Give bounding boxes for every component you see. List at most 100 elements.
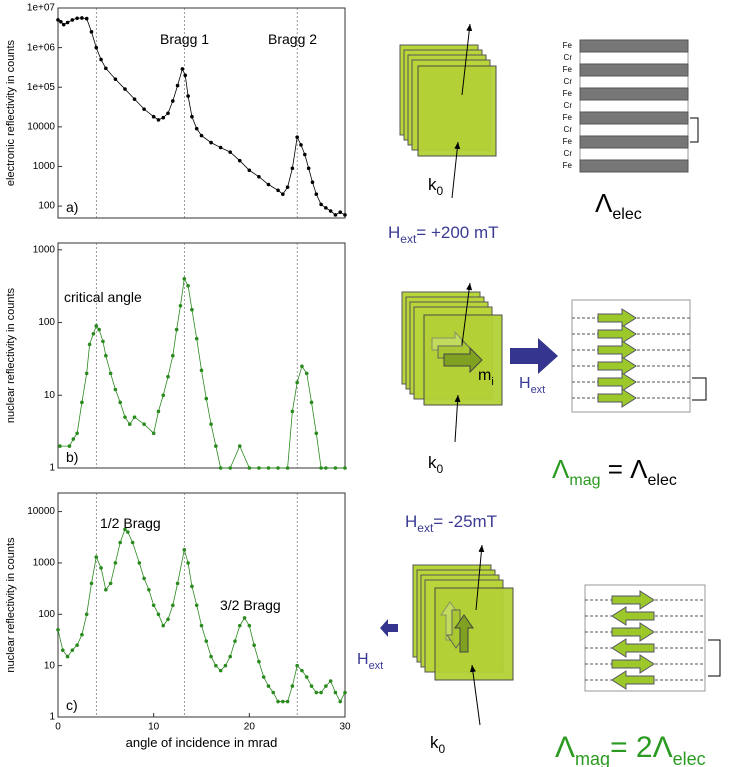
- sample-stack-3: [380, 544, 514, 726]
- data-point: [257, 466, 261, 470]
- annotation: 1/2 Bragg: [100, 515, 161, 531]
- data-point: [209, 422, 213, 427]
- y-tick-label: 100: [38, 609, 55, 620]
- data-point: [228, 654, 232, 659]
- data-point: [333, 466, 338, 470]
- y-tick-label: 10: [44, 390, 56, 401]
- data-point: [194, 336, 199, 341]
- data-point: [94, 45, 99, 50]
- data-point: [183, 73, 188, 78]
- data-point: [266, 466, 271, 470]
- data-point: [70, 648, 75, 652]
- data-point: [304, 675, 309, 679]
- magnetic-layers-2: [584, 584, 721, 692]
- data-point: [80, 16, 84, 20]
- data-point: [304, 371, 309, 376]
- plot-frame: [57, 492, 346, 718]
- data-point: [295, 663, 299, 668]
- layer-label: Cr: [564, 101, 573, 110]
- data-point: [104, 353, 108, 358]
- data-point: [156, 118, 161, 122]
- data-point: [309, 400, 314, 405]
- data-point: [175, 83, 180, 88]
- data-point: [199, 623, 204, 628]
- data-point: [151, 431, 156, 436]
- y-tick-label: 10000: [27, 506, 55, 517]
- fe-layer: [579, 111, 689, 125]
- data-point: [314, 690, 319, 695]
- data-point: [338, 699, 343, 704]
- data-point: [118, 400, 122, 405]
- data-point: [214, 663, 218, 668]
- y-tick-label: 100: [38, 317, 55, 328]
- data-point: [281, 192, 285, 196]
- data-point: [194, 603, 199, 608]
- x-tick-label: 30: [339, 722, 351, 733]
- data-point: [343, 213, 347, 217]
- data-point: [132, 415, 137, 419]
- x-tick-label: 0: [55, 722, 61, 733]
- data-point: [161, 393, 166, 398]
- data-point: [171, 99, 175, 103]
- data-point: [228, 466, 232, 470]
- data-point: [161, 115, 166, 120]
- data-point: [266, 182, 271, 187]
- annotation: critical angle: [64, 289, 142, 305]
- data-point: [56, 627, 60, 632]
- data-point: [290, 409, 295, 414]
- y-axis-label: electronic reflectivity in counts: [5, 39, 17, 186]
- mi-label: mi: [478, 367, 494, 388]
- sample-stack-1: [399, 23, 497, 199]
- data-point: [199, 133, 204, 138]
- data-point: [65, 654, 70, 659]
- y-tick-label: 1000: [33, 558, 56, 569]
- data-point: [237, 623, 242, 628]
- layer-label: Fe: [563, 161, 573, 170]
- data-point: [237, 444, 242, 448]
- data-point: [127, 422, 132, 427]
- layer-label: Cr: [564, 125, 573, 134]
- data-point: [161, 623, 166, 628]
- sample-stack-2: [401, 282, 558, 443]
- data-point: [80, 400, 84, 405]
- data-point: [276, 699, 280, 704]
- data-point: [190, 114, 194, 119]
- data-point: [266, 684, 271, 688]
- data-point: [324, 466, 328, 470]
- data-point: [324, 206, 328, 210]
- data-line: [59, 277, 345, 469]
- data-point: [257, 174, 261, 179]
- data-point: [186, 283, 190, 288]
- data-point: [319, 466, 323, 470]
- data-point: [89, 581, 94, 586]
- data-point: [324, 684, 328, 688]
- y-tick-label: 10000: [27, 121, 55, 132]
- magnetic-layers-1: [571, 299, 707, 413]
- layer-label: Cr: [564, 149, 573, 158]
- data-point: [276, 188, 280, 193]
- hext-label: Hext: [519, 375, 545, 396]
- fe-layer: [579, 159, 689, 173]
- data-point: [190, 584, 194, 589]
- data-point: [209, 140, 213, 145]
- data-point: [338, 210, 343, 215]
- lambda-elec: Λelec: [595, 188, 642, 223]
- data-point: [276, 466, 280, 470]
- data-point: [99, 57, 103, 62]
- data-point: [113, 77, 118, 81]
- data-point: [306, 166, 311, 171]
- y-tick-label: 1e+07: [27, 3, 56, 14]
- data-point: [75, 16, 79, 21]
- y-tick-label: 100: [38, 201, 55, 212]
- data-point: [194, 126, 199, 131]
- layer-stack: Fe Cr Fe Cr Fe Cr Fe Cr Fe Cr Fe: [563, 39, 699, 173]
- data-point: [257, 659, 261, 664]
- data-point: [91, 331, 96, 336]
- data-point: [242, 616, 247, 620]
- data-point: [237, 158, 242, 163]
- data-point: [328, 209, 333, 213]
- data-point: [303, 152, 307, 157]
- data-point: [126, 530, 130, 534]
- layer-label: Fe: [563, 89, 573, 98]
